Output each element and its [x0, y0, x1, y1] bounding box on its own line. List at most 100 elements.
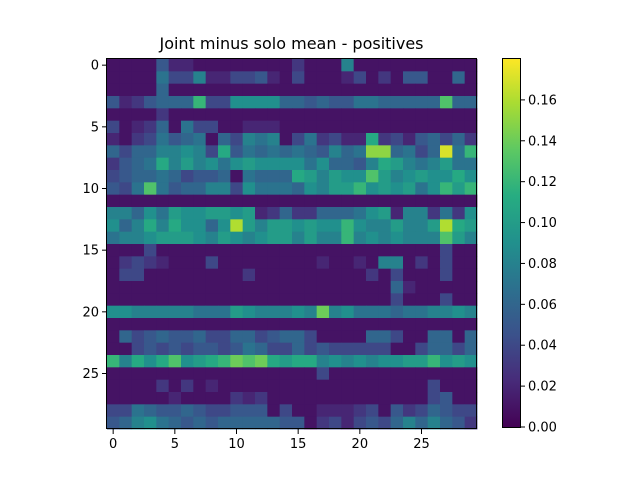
heatmap-cell	[230, 157, 244, 171]
heatmap-cell	[341, 157, 355, 171]
heatmap-cell	[427, 194, 441, 208]
heatmap-cell	[304, 145, 318, 159]
heatmap-cell	[218, 219, 231, 233]
heatmap-cell	[205, 355, 219, 368]
heatmap-cell	[415, 231, 429, 245]
heatmap-cell	[316, 231, 330, 245]
heatmap-cell	[119, 244, 133, 257]
heatmap-cell	[440, 416, 453, 430]
heatmap-cell	[452, 219, 466, 233]
heatmap-cell	[304, 219, 318, 233]
x-tick-label: 5	[171, 437, 179, 452]
heatmap-cell	[156, 281, 170, 294]
heatmap-cell	[131, 318, 145, 331]
heatmap-cell	[156, 120, 170, 134]
colorbar	[502, 58, 521, 428]
heatmap-cell	[329, 182, 342, 196]
heatmap-cell	[440, 71, 453, 85]
heatmap-cell	[119, 305, 133, 319]
heatmap-cell	[452, 207, 466, 220]
heatmap-cell	[440, 170, 453, 183]
heatmap-cell	[390, 281, 404, 294]
heatmap-cell	[131, 355, 145, 368]
heatmap-cell	[427, 133, 441, 146]
heatmap-cell	[168, 59, 182, 72]
heatmap-cell	[279, 293, 293, 307]
heatmap-cell	[156, 318, 170, 331]
heatmap-cell	[464, 157, 478, 171]
heatmap-cell	[107, 182, 120, 196]
heatmap-cell	[156, 379, 170, 393]
heatmap-cell	[378, 293, 392, 307]
heatmap-cell	[292, 120, 305, 134]
heatmap-cell	[193, 256, 207, 270]
heatmap-cell	[181, 256, 194, 270]
heatmap-cell	[390, 157, 404, 171]
heatmap-cell	[156, 231, 170, 245]
heatmap-cell	[390, 404, 404, 418]
heatmap-cell	[279, 71, 293, 85]
heatmap-cell	[279, 120, 293, 134]
heatmap-cell	[267, 133, 281, 146]
heatmap-cell	[378, 219, 392, 233]
heatmap-cell	[353, 83, 367, 97]
heatmap-cell	[341, 170, 355, 183]
heatmap-cell	[144, 392, 157, 405]
x-tick-label: 10	[228, 437, 245, 452]
heatmap-cell	[255, 96, 268, 109]
heatmap-cell	[329, 342, 342, 356]
heatmap-cell	[403, 318, 416, 331]
heatmap-cell	[378, 145, 392, 159]
heatmap-cell	[440, 256, 453, 270]
heatmap-cell	[267, 293, 281, 307]
heatmap-cell	[168, 379, 182, 393]
heatmap-cell	[205, 108, 219, 122]
heatmap-cell	[415, 256, 429, 270]
heatmap-cell	[218, 256, 231, 270]
heatmap-cell	[403, 83, 416, 97]
heatmap-cell	[230, 404, 244, 418]
heatmap-cell	[144, 342, 157, 356]
heatmap-cell	[353, 256, 367, 270]
heatmap-cell	[440, 120, 453, 134]
heatmap-cell	[107, 256, 120, 270]
heatmap-cell	[341, 120, 355, 134]
heatmap-cell	[168, 293, 182, 307]
heatmap-cell	[131, 392, 145, 405]
heatmap-cell	[353, 108, 367, 122]
heatmap-cell	[304, 207, 318, 220]
heatmap-cell	[292, 145, 305, 159]
heatmap-cell	[452, 404, 466, 418]
heatmap-cell	[218, 355, 231, 368]
heatmap-cell	[181, 392, 194, 405]
heatmap-cell	[378, 392, 392, 405]
heatmap-cell	[304, 59, 318, 72]
heatmap-cell	[193, 207, 207, 220]
heatmap-cell	[119, 145, 133, 159]
heatmap-cell	[452, 83, 466, 97]
heatmap-cell	[181, 293, 194, 307]
heatmap-cell	[292, 133, 305, 146]
heatmap-cell	[366, 231, 379, 245]
heatmap-cell	[353, 268, 367, 282]
heatmap-cell	[242, 318, 256, 331]
heatmap-cell	[131, 96, 145, 109]
heatmap-cell	[131, 256, 145, 270]
heatmap-cell	[366, 355, 379, 368]
heatmap-cell	[255, 355, 268, 368]
heatmap-cell	[218, 120, 231, 134]
heatmap-cell	[144, 182, 157, 196]
heatmap-cell	[390, 367, 404, 381]
heatmap-cell	[403, 244, 416, 257]
heatmap-cell	[390, 170, 404, 183]
heatmap-cell	[242, 157, 256, 171]
heatmap-cell	[168, 133, 182, 146]
heatmap-cell	[440, 231, 453, 245]
heatmap-cell	[255, 305, 268, 319]
y-tick-label: 25	[82, 367, 99, 382]
heatmap-cell	[168, 182, 182, 196]
heatmap-cell	[107, 416, 120, 430]
heatmap-cell	[168, 83, 182, 97]
heatmap-cell	[304, 305, 318, 319]
